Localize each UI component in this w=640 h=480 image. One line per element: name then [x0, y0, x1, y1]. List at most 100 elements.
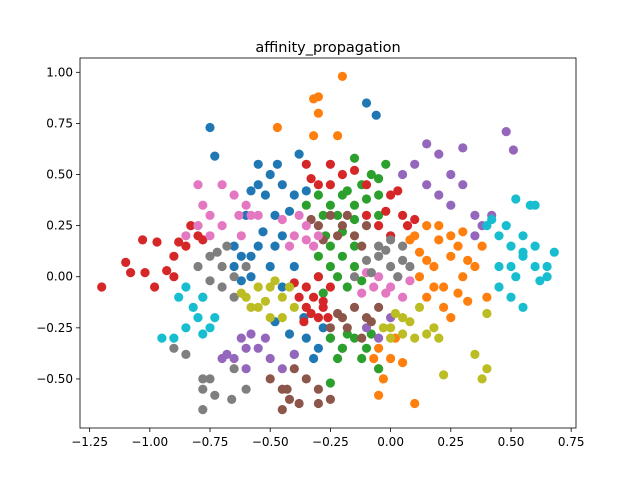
scatter-point [463, 296, 473, 306]
scatter-point [487, 214, 497, 225]
scatter-point [422, 139, 432, 149]
scatter-point [374, 302, 384, 312]
scatter-point [205, 374, 215, 384]
scatter-point [535, 276, 545, 286]
x-tick-label: −0.50 [252, 435, 289, 449]
scatter-point [294, 210, 304, 220]
scatter-point [210, 151, 220, 161]
scatter-point [284, 206, 295, 216]
scatter-point [284, 282, 295, 292]
scatter-point [518, 247, 528, 257]
scatter-point [253, 343, 263, 353]
scatter-point [236, 276, 246, 286]
scatter-point [506, 261, 516, 272]
scatter-point [361, 180, 372, 190]
scatter-point [349, 333, 360, 343]
chart-title: affinity_propagation [255, 40, 400, 56]
scatter-point [265, 313, 275, 323]
scatter-point [313, 190, 323, 200]
scatter-point [422, 292, 432, 302]
scatter-point [294, 398, 304, 409]
scatter-point [386, 333, 396, 343]
scatter-point [289, 190, 299, 200]
scatter-point [337, 71, 347, 81]
scatter-point [270, 210, 280, 220]
scatter-point [374, 190, 384, 200]
scatter-point [542, 261, 552, 272]
scatter-point [422, 221, 432, 231]
scatter-point [349, 231, 360, 241]
scatter-point [511, 272, 521, 282]
scatter-point [140, 268, 150, 278]
y-tick-label: 1.00 [46, 65, 73, 79]
scatter-point [337, 343, 347, 353]
scatter-point [294, 292, 304, 302]
scatter-point [318, 210, 328, 220]
scatter-point [253, 282, 263, 292]
scatter-point [222, 241, 232, 251]
scatter-point [337, 251, 347, 261]
scatter-point [470, 231, 480, 241]
scatter-point [289, 302, 299, 312]
scatter-point [398, 169, 408, 180]
scatter-point [313, 313, 323, 323]
scatter-point [217, 282, 227, 292]
scatter-point [241, 384, 251, 394]
scatter-point [361, 194, 372, 204]
scatter-point [494, 282, 504, 292]
scatter-point [277, 282, 287, 292]
scatter-point [398, 358, 408, 368]
scatter-point [414, 247, 425, 257]
scatter-point [374, 390, 384, 400]
scatter-point [313, 92, 323, 102]
scatter-point [318, 323, 328, 333]
scatter-point [470, 261, 480, 272]
scatter-point [212, 247, 222, 257]
scatter-point [405, 276, 415, 286]
scatter-point [386, 353, 396, 364]
scatter-point [366, 329, 376, 339]
scatter-point [501, 127, 511, 137]
scatter-point [542, 272, 552, 282]
scatter-point [349, 241, 360, 251]
scatter-point [301, 235, 311, 245]
scatter-point [398, 241, 408, 251]
scatter-point [198, 292, 208, 302]
scatter-point [369, 353, 379, 364]
scatter-point [253, 210, 263, 220]
scatter-point [434, 221, 444, 231]
scatter-point [386, 323, 396, 333]
scatter-point [181, 282, 191, 292]
scatter-point [272, 159, 282, 169]
scatter-point [205, 122, 215, 133]
scatter-point [381, 206, 391, 216]
scatter-point [325, 261, 335, 272]
scatter-point [193, 313, 203, 323]
scatter-point [313, 251, 323, 261]
scatter-point [549, 247, 559, 257]
scatter-point [349, 153, 360, 163]
scatter-point [162, 266, 172, 276]
scatter-point [236, 288, 246, 298]
scatter-point [150, 282, 160, 292]
scatter-point [398, 210, 408, 220]
scatter-point [342, 186, 352, 196]
x-axis: −1.25 −1.00 −0.75 −0.50 −0.25 0.00 0.25 0.50 0.7… [71, 428, 585, 449]
scatter-point [374, 221, 384, 231]
scatter-point [463, 255, 473, 265]
scatter-point [260, 333, 270, 343]
scatter-point [349, 165, 360, 175]
scatter-point [405, 261, 415, 272]
scatter-point [518, 302, 528, 312]
scatter-point [97, 282, 107, 292]
scatter-point [429, 261, 439, 272]
scatter-point [434, 190, 444, 200]
scatter-point [349, 200, 360, 210]
scatter-point [301, 159, 311, 169]
scatter-point [386, 235, 396, 245]
scatter-point [193, 261, 203, 272]
scatter-point [270, 241, 280, 251]
y-tick-label: −0.25 [36, 321, 73, 335]
scatter-point [241, 261, 251, 272]
scatter-point [253, 241, 263, 251]
